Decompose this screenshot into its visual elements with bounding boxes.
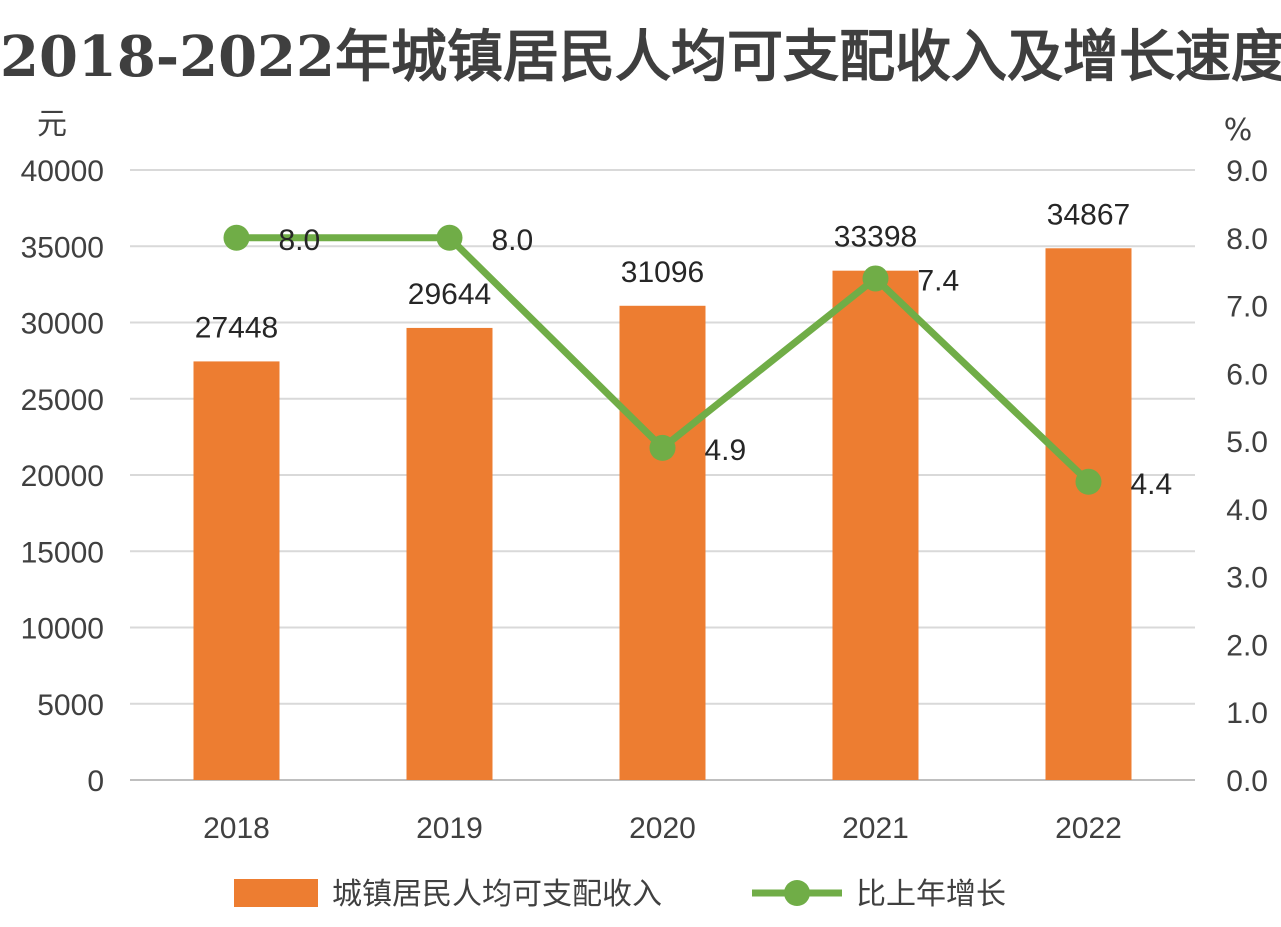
line-point	[223, 224, 250, 251]
left-axis-tick-label: 30000	[21, 308, 104, 341]
right-axis-tick-label: 8.0	[1226, 223, 1268, 256]
right-axis-tick-label: 3.0	[1226, 562, 1268, 595]
left-axis-tick-label: 35000	[21, 231, 104, 264]
right-axis-ticks: 0.0 1.0 2.0 3.0 4.0 5.0 6.0 7.0 8.0 9.0	[1226, 155, 1268, 798]
legend-bar-label: 城镇居民人均可支配收入	[332, 877, 662, 912]
line-data-label: 8.0	[279, 224, 321, 257]
bar	[406, 327, 493, 780]
x-axis-tick-label: 2019	[416, 812, 483, 845]
right-axis-tick-label: 6.0	[1226, 358, 1268, 391]
bar	[1045, 248, 1132, 780]
right-axis-tick-label: 7.0	[1226, 291, 1268, 324]
legend: 城镇居民人均可支配收入 比上年增长	[234, 877, 1006, 912]
left-axis-tick-label: 5000	[37, 689, 104, 722]
line-series	[223, 224, 1102, 495]
bar-series	[193, 248, 1132, 780]
right-axis-tick-label: 2.0	[1226, 629, 1268, 662]
left-axis-unit: 元	[37, 107, 67, 142]
line-data-labels: 8.0 8.0 4.9 7.4 4.4	[279, 224, 1173, 501]
line-data-label: 7.4	[918, 264, 960, 297]
bar-data-label: 29644	[408, 278, 491, 311]
left-axis-tick-label: 15000	[21, 536, 104, 569]
right-axis-tick-label: 9.0	[1226, 155, 1268, 188]
x-axis-ticks: 2018 2019 2020 2021 2022	[203, 812, 1122, 845]
bar	[619, 305, 706, 780]
left-axis-ticks: 0 5000 10000 15000 20000 25000 30000 35000 40000	[21, 155, 104, 798]
bar	[193, 361, 280, 780]
right-axis-tick-label: 1.0	[1226, 697, 1268, 730]
legend-line-label: 比上年增长	[856, 877, 1006, 912]
x-axis-tick-label: 2021	[842, 812, 909, 845]
right-axis-tick-label: 0.0	[1226, 765, 1268, 798]
line-point	[436, 224, 463, 251]
left-axis-tick-label: 10000	[21, 613, 104, 646]
bar-data-label: 34867	[1047, 198, 1130, 231]
bar-data-label: 27448	[195, 311, 278, 344]
line-point	[649, 434, 676, 461]
line-data-label: 4.9	[705, 434, 747, 467]
left-axis-tick-label: 25000	[21, 384, 104, 417]
line-point	[862, 265, 889, 292]
bar	[832, 270, 919, 780]
x-axis-tick-label: 2022	[1055, 812, 1122, 845]
line-point	[1075, 468, 1102, 495]
legend-bar-swatch	[234, 879, 318, 907]
x-axis-tick-label: 2018	[203, 812, 270, 845]
left-axis-tick-label: 0	[87, 765, 104, 798]
right-axis-tick-label: 5.0	[1226, 426, 1268, 459]
legend-line-marker	[784, 880, 810, 906]
bar-data-labels: 27448 29644 31096 33398 34867	[195, 198, 1130, 344]
chart-title: 2018-2022年城镇居民人均可支配收入及增长速度	[0, 24, 1281, 90]
right-axis-tick-label: 4.0	[1226, 494, 1268, 527]
left-axis-tick-label: 20000	[21, 460, 104, 493]
left-axis-tick-label: 40000	[21, 155, 104, 188]
line-data-label: 4.4	[1131, 468, 1173, 501]
line-data-label: 8.0	[492, 224, 534, 257]
bar-data-label: 31096	[621, 256, 704, 289]
bar-data-label: 33398	[834, 221, 917, 254]
x-axis-tick-label: 2020	[629, 812, 696, 845]
right-axis-unit: %	[1224, 113, 1253, 148]
